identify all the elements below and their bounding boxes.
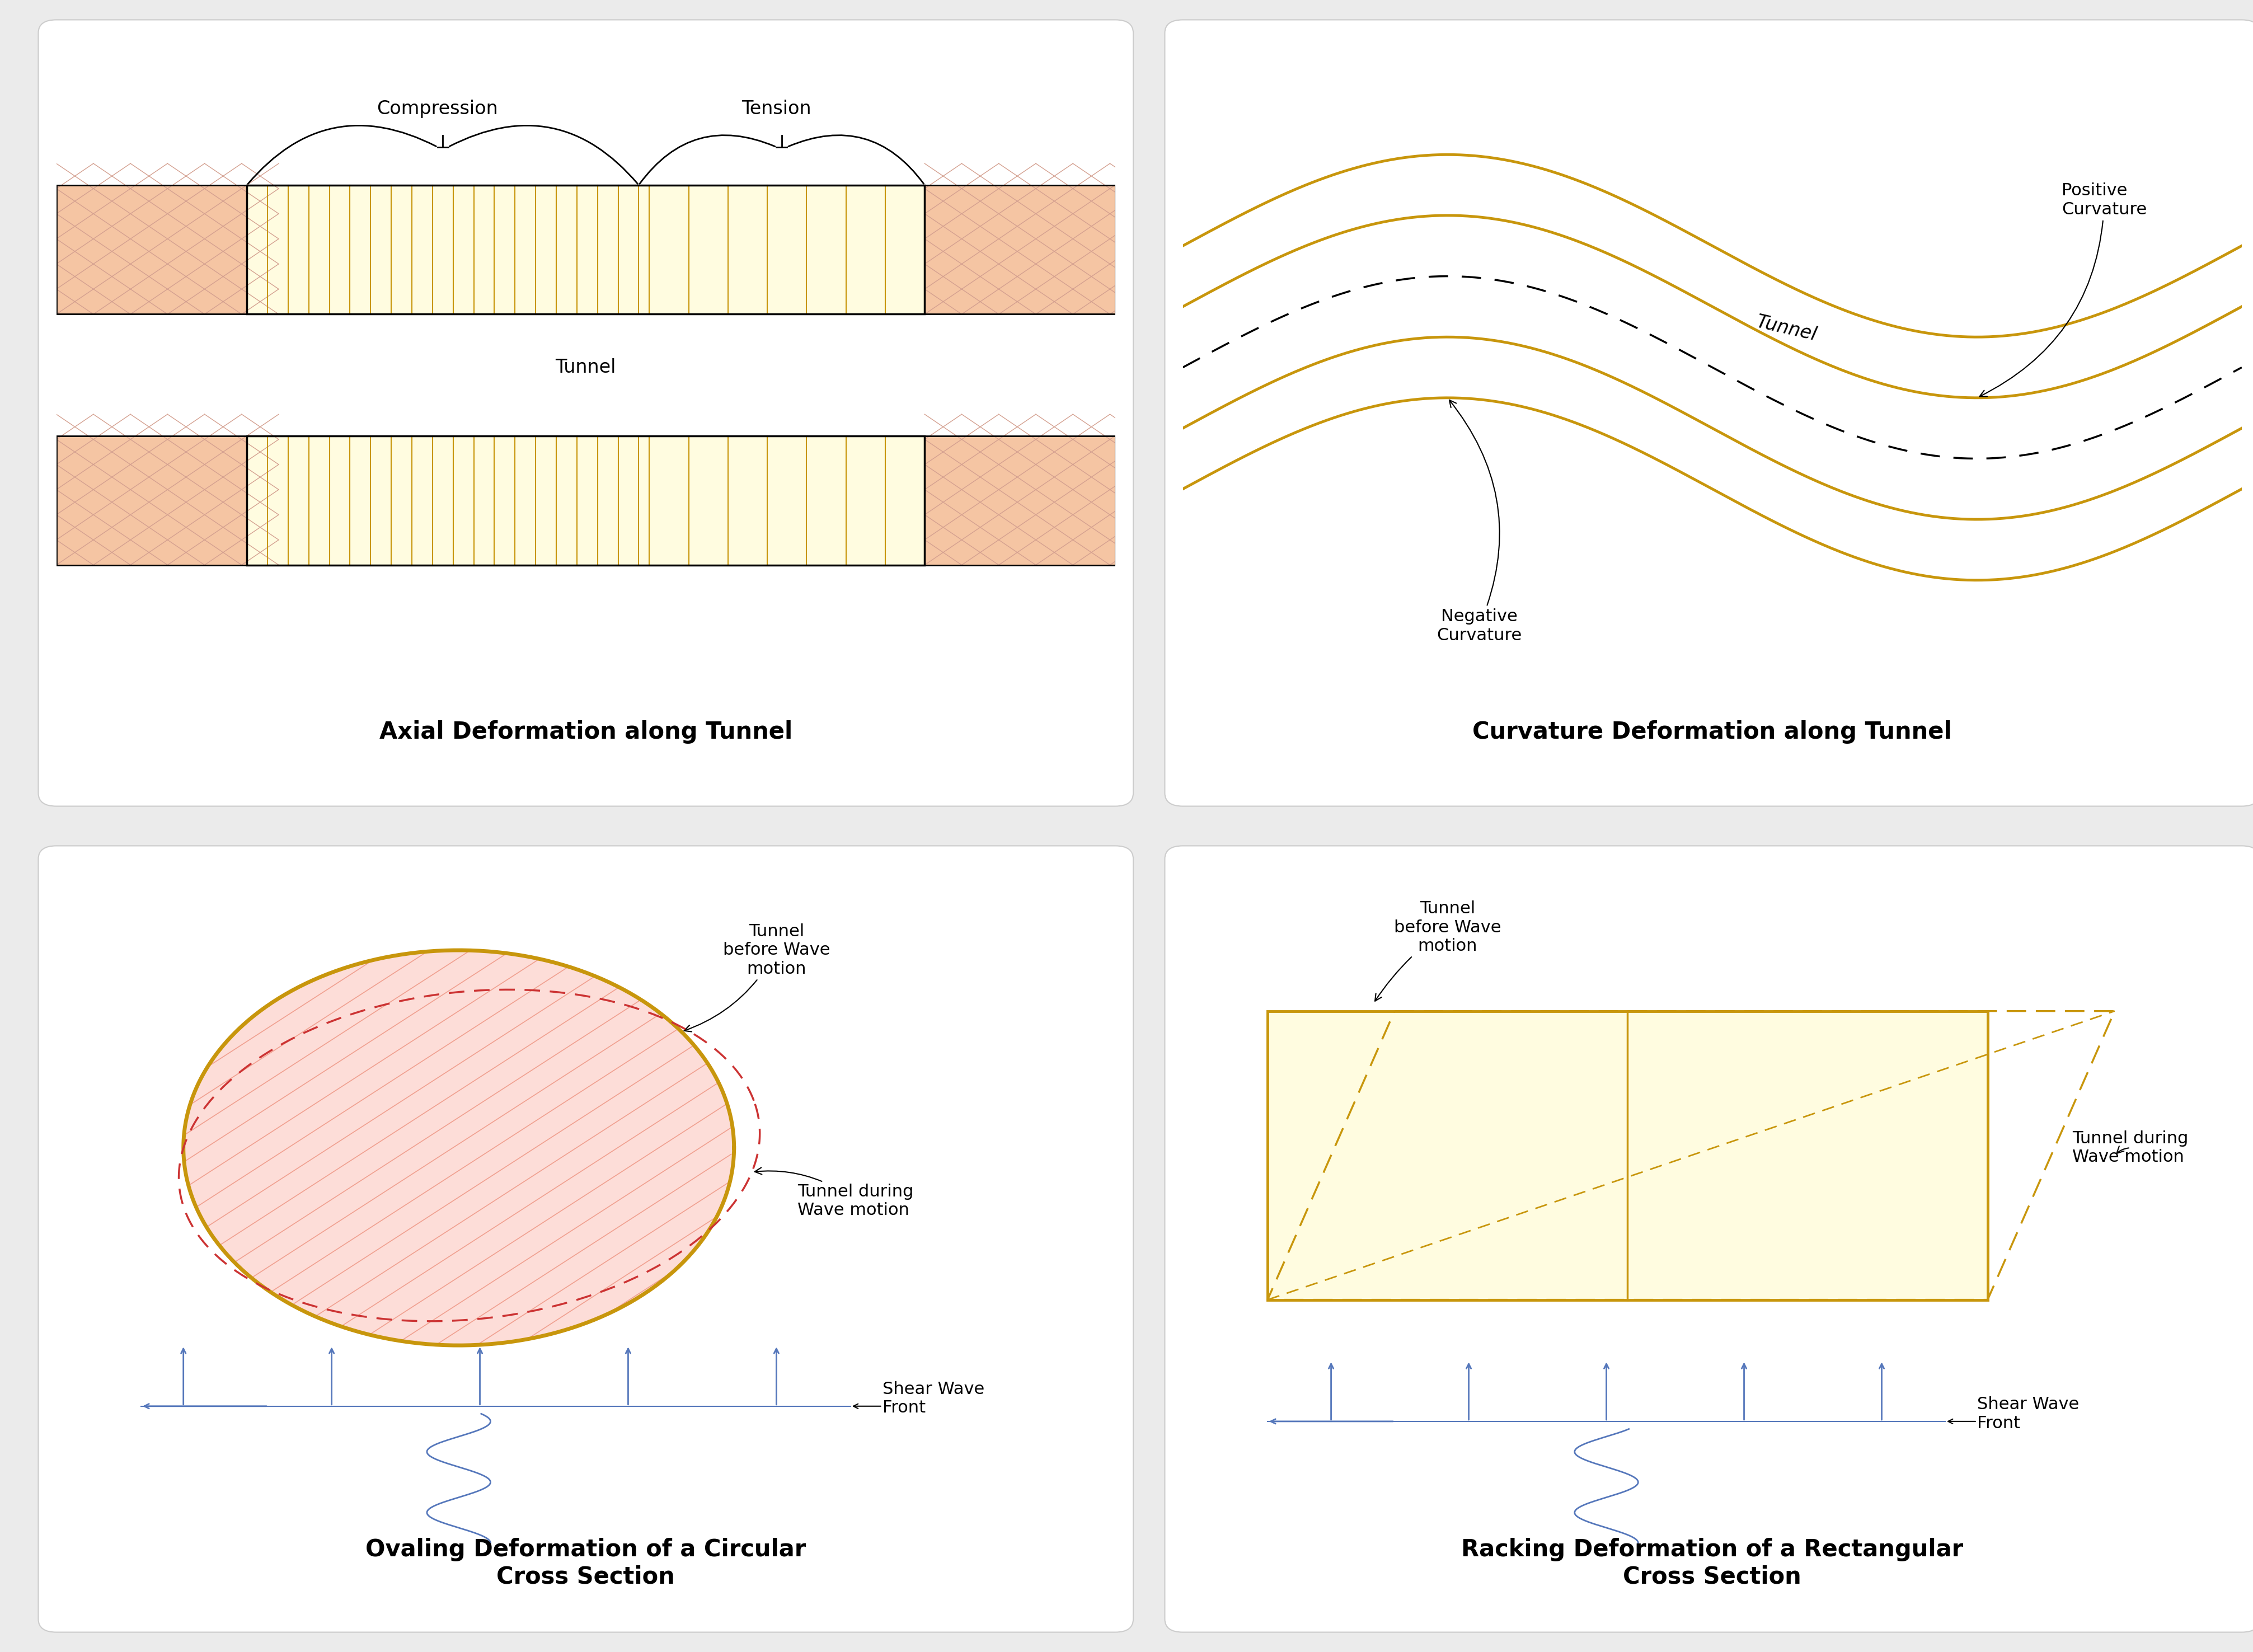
Text: Curvature Deformation along Tunnel: Curvature Deformation along Tunnel (1473, 720, 1951, 743)
Bar (1268, 1011, 1987, 1300)
Text: Tension: Tension (741, 99, 811, 119)
Bar (1268, 1011, 1987, 1300)
Text: Tunnel
before Wave
motion: Tunnel before Wave motion (1374, 900, 1500, 1001)
Bar (924, 436, 1115, 565)
Bar (924, 436, 1115, 565)
Text: Axial Deformation along Tunnel: Axial Deformation along Tunnel (379, 720, 793, 743)
Bar (56, 436, 248, 565)
Text: Tunnel during
Wave motion: Tunnel during Wave motion (2073, 1130, 2188, 1165)
Bar (924, 185, 1115, 314)
Bar (248, 185, 924, 314)
Bar (924, 185, 1115, 314)
Text: Negative
Curvature: Negative Curvature (1437, 400, 1523, 643)
Circle shape (182, 950, 734, 1345)
Text: Racking Deformation of a Rectangular
Cross Section: Racking Deformation of a Rectangular Cro… (1462, 1538, 1962, 1589)
Bar (248, 436, 924, 565)
Text: Shear Wave
Front: Shear Wave Front (1978, 1396, 2080, 1431)
Text: Positive
Curvature: Positive Curvature (1980, 183, 2147, 396)
Bar (248, 436, 924, 565)
Text: Compression: Compression (376, 99, 498, 119)
Bar (56, 185, 248, 314)
Bar (248, 185, 924, 314)
Text: Tunnel: Tunnel (556, 358, 615, 377)
Text: Shear Wave
Front: Shear Wave Front (883, 1381, 985, 1416)
Text: Ovaling Deformation of a Circular
Cross Section: Ovaling Deformation of a Circular Cross … (365, 1538, 807, 1589)
Bar (56, 436, 248, 565)
Text: Tunnel
before Wave
motion: Tunnel before Wave motion (685, 923, 829, 1032)
Text: Tunnel during
Wave motion: Tunnel during Wave motion (755, 1168, 915, 1219)
Text: Tunnel: Tunnel (1755, 312, 1818, 345)
Bar (56, 185, 248, 314)
